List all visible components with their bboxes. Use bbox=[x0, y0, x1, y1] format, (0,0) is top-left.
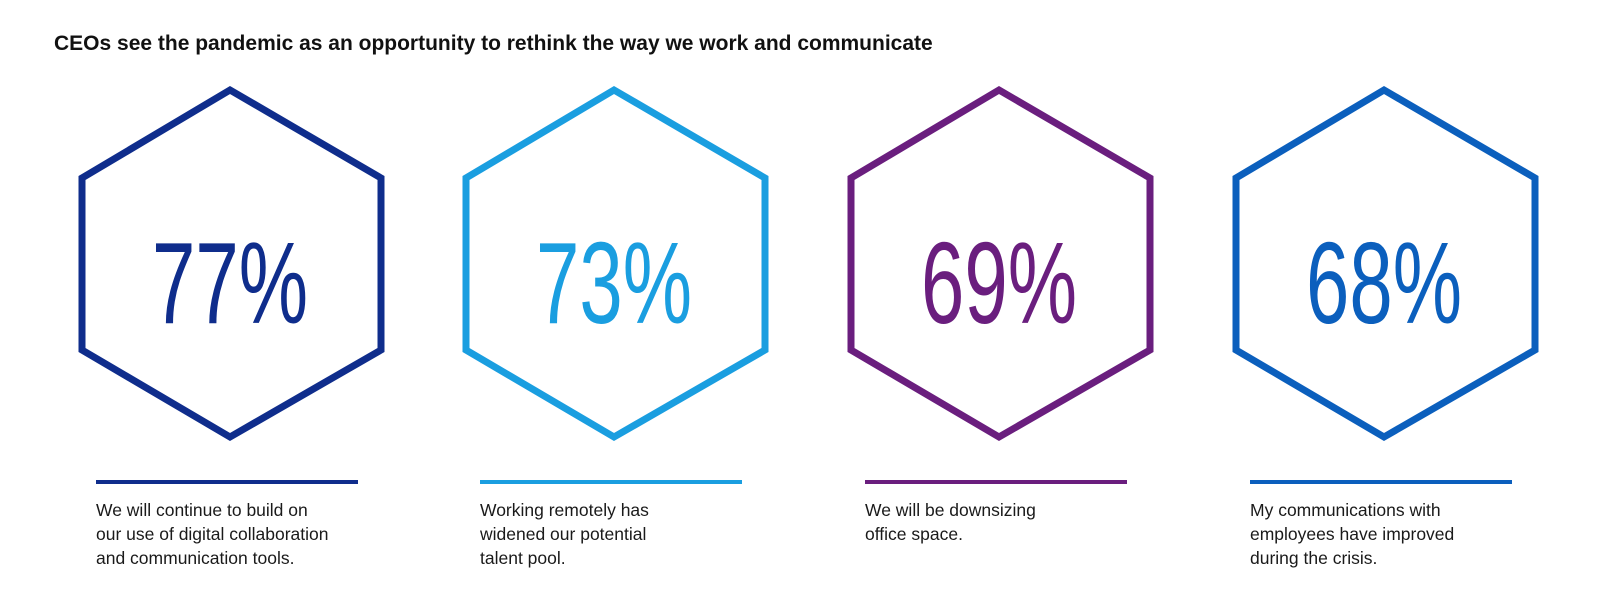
caption-line: Working remotely has bbox=[480, 500, 649, 520]
hexagon-graphic: 69% bbox=[847, 85, 1154, 442]
caption-line: our use of digital collaboration bbox=[96, 524, 329, 544]
stat-caption: We will continue to build on our use of d… bbox=[96, 498, 386, 570]
hexagon-outline bbox=[78, 85, 385, 442]
divider-line bbox=[865, 480, 1127, 484]
stat-value: 68% bbox=[1306, 218, 1462, 348]
caption-line: We will be downsizing bbox=[865, 500, 1036, 520]
caption-line: office space. bbox=[865, 524, 963, 544]
hexagon-graphic: 68% bbox=[1232, 85, 1539, 442]
caption-line: widened our potential bbox=[480, 524, 647, 544]
hexagon-outline bbox=[1232, 85, 1539, 442]
caption-line: talent pool. bbox=[480, 548, 566, 568]
stat-caption: Working remotely has widened our potentia… bbox=[480, 498, 770, 570]
divider-line bbox=[96, 480, 358, 484]
hexagon-graphic: 73% bbox=[462, 85, 769, 442]
stat-caption: My communications with employees have imp… bbox=[1250, 498, 1540, 570]
caption-line: employees have improved bbox=[1250, 524, 1455, 544]
caption-line: and communication tools. bbox=[96, 548, 295, 568]
hexagon-outline bbox=[462, 85, 769, 442]
divider-line bbox=[480, 480, 742, 484]
caption-line: We will continue to build on bbox=[96, 500, 308, 520]
chart-title: CEOs see the pandemic as an opportunity … bbox=[54, 32, 933, 55]
caption-line: during the crisis. bbox=[1250, 548, 1378, 568]
hexagon-outline bbox=[847, 85, 1154, 442]
divider-line bbox=[1250, 480, 1512, 484]
stat-value: 73% bbox=[536, 218, 692, 348]
caption-line: My communications with bbox=[1250, 500, 1441, 520]
stat-value: 77% bbox=[152, 218, 308, 348]
stat-value: 69% bbox=[921, 218, 1077, 348]
stat-caption: We will be downsizing office space. bbox=[865, 498, 1155, 546]
hexagon-graphic: 77% bbox=[78, 85, 385, 442]
